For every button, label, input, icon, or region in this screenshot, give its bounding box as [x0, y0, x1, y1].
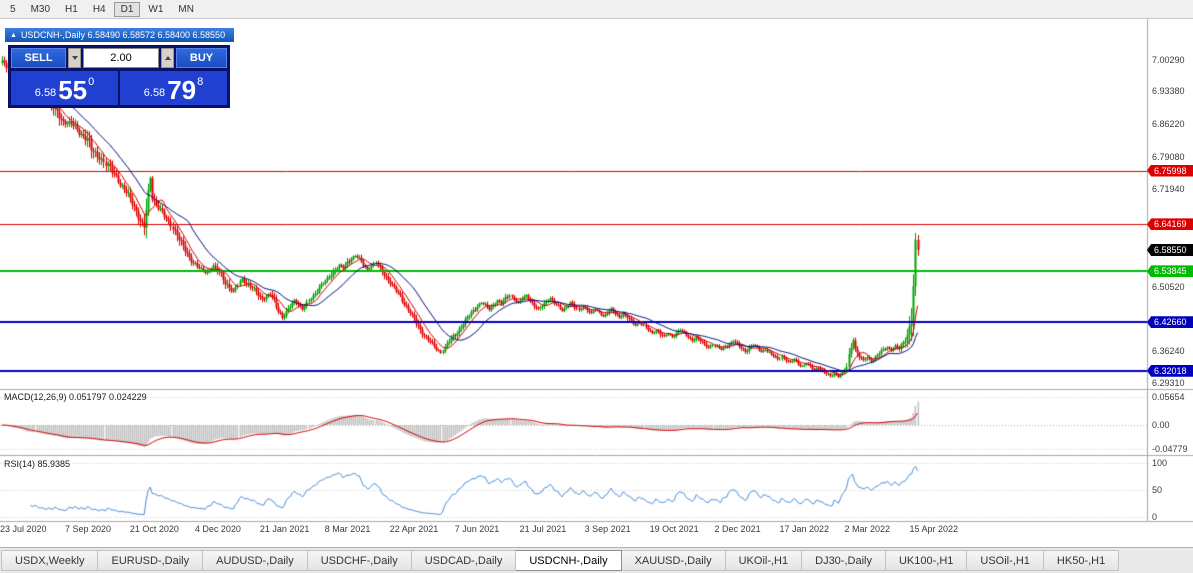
- timeframe-button[interactable]: 5: [3, 2, 23, 17]
- price-scale-label: 6.93380: [1152, 86, 1185, 97]
- buy-price-base: 6.58: [143, 87, 166, 99]
- chart-tab[interactable]: USOil-,H1: [967, 550, 1044, 571]
- price-scale-label: 7.00290: [1152, 54, 1185, 65]
- date-label: 23 Jul 2020: [0, 524, 47, 534]
- rsi-scale-label: 100: [1152, 458, 1168, 468]
- date-label: 3 Sep 2021: [584, 524, 631, 534]
- price-scale-label: 6.86220: [1152, 119, 1185, 130]
- chart-tab[interactable]: HK50-,H1: [1043, 550, 1120, 571]
- date-label: 21 Oct 2020: [129, 524, 179, 534]
- collapse-icon: ▲: [10, 31, 17, 39]
- chart-title-bar[interactable]: ▲ USDCNH-,Daily 6.58490 6.58572 6.58400 …: [5, 28, 234, 42]
- chart-tab[interactable]: EURUSD-,Daily: [98, 550, 204, 571]
- rsi-scale-label: 50: [1152, 484, 1163, 495]
- timeframe-button[interactable]: D1: [113, 1, 141, 17]
- price-marker-chip[interactable]: 6.53845: [1147, 265, 1193, 278]
- macd-indicator-label: MACD(12,26,9) 0.051797 0.024229: [4, 392, 147, 402]
- price-marker-chip[interactable]: 6.42660: [1147, 316, 1193, 329]
- macd-scale-label: 0.00: [1152, 420, 1170, 430]
- price-scale-label: 6.36240: [1152, 346, 1185, 357]
- chart-tab-bar: USDX,Weekly EURUSD-,Daily AUDUSD-,Daily USD…: [0, 547, 1193, 573]
- volume-increase-button[interactable]: [161, 48, 174, 68]
- sell-price-base: 6.58: [34, 87, 57, 99]
- timeframe-button[interactable]: H4: [86, 2, 113, 17]
- price-marker-chip[interactable]: 6.32018: [1147, 364, 1193, 377]
- price-scale-label: 6.79080: [1152, 151, 1185, 162]
- sell-price-point: 0: [88, 76, 95, 88]
- date-label: 22 Apr 2021: [389, 524, 439, 534]
- chart-tab[interactable]: DJ30-,Daily: [802, 550, 886, 571]
- buy-price-display[interactable]: 6.58 79 8: [120, 71, 227, 105]
- buy-price-pips: 79: [167, 75, 197, 105]
- macd-scale-label: -0.04779: [1152, 443, 1188, 454]
- rsi-scale-label: 0: [1152, 511, 1158, 522]
- price-scale-label: 6.71940: [1152, 184, 1185, 195]
- timeframe-toolbar: 5 M30 H1 H4 D1 W1 MN: [0, 0, 1193, 19]
- triangle-down-icon: [71, 56, 78, 60]
- timeframe-button[interactable]: H1: [58, 2, 85, 17]
- rsi-indicator-label: RSI(14) 85.9385: [4, 459, 71, 469]
- timeframe-button[interactable]: M30: [24, 2, 57, 17]
- chart-window: ▲ USDCNH-,Daily 6.58490 6.58572 6.58400 …: [0, 19, 1193, 547]
- date-label: 7 Sep 2020: [64, 524, 111, 534]
- timeframe-button[interactable]: W1: [141, 2, 170, 17]
- date-label: 21 Jul 2021: [519, 524, 567, 534]
- price-scale-label: 6.50520: [1152, 281, 1185, 292]
- date-label: 19 Oct 2021: [649, 524, 699, 534]
- date-label: 21 Jan 2021: [259, 524, 310, 534]
- date-label: 2 Mar 2022: [844, 524, 890, 534]
- date-label: 2 Dec 2021: [714, 524, 761, 534]
- sell-button[interactable]: SELL: [11, 48, 66, 68]
- timeframe-button[interactable]: MN: [171, 2, 201, 17]
- chart-title-text: USDCNH-,Daily 6.58490 6.58572 6.58400 6.…: [20, 30, 226, 40]
- date-label: 17 Jan 2022: [779, 524, 830, 534]
- volume-input[interactable]: [83, 48, 159, 68]
- date-label: 15 Apr 2022: [909, 524, 958, 534]
- chart-tab[interactable]: XAUUSD-,Daily: [621, 550, 726, 571]
- chart-tab[interactable]: UKOil-,H1: [725, 550, 803, 571]
- buy-price-point: 8: [197, 76, 204, 88]
- macd-scale-label: 0.05654: [1152, 392, 1185, 402]
- date-label: 4 Dec 2020: [194, 524, 241, 534]
- price-marker-chip[interactable]: 6.58550: [1147, 243, 1193, 256]
- price-scale-label: 6.29310: [1152, 378, 1185, 389]
- one-click-trading-panel: SELL BUY 6.58 55 0 6.58 79: [8, 45, 230, 108]
- price-marker-chip[interactable]: 6.75998: [1147, 164, 1193, 177]
- chart-tab[interactable]: USDX,Weekly: [1, 550, 99, 571]
- sell-price-display[interactable]: 6.58 55 0: [11, 71, 118, 105]
- buy-button[interactable]: BUY: [176, 48, 227, 68]
- triangle-up-icon: [164, 56, 171, 60]
- date-label: 7 Jun 2021: [454, 524, 500, 534]
- sell-price-pips: 55: [58, 75, 88, 105]
- price-marker-chip[interactable]: 6.64169: [1147, 218, 1193, 231]
- chart-tab[interactable]: USDCHF-,Daily: [307, 550, 412, 571]
- chart-tab[interactable]: AUDUSD-,Daily: [203, 550, 308, 571]
- chart-tab[interactable]: USDCNH-,Daily: [516, 550, 622, 571]
- price-display-row: 6.58 55 0 6.58 79 8: [11, 71, 227, 105]
- order-controls-row: SELL BUY: [11, 48, 227, 68]
- date-label: 8 Mar 2021: [324, 524, 371, 534]
- chart-tab[interactable]: USDCAD-,Daily: [411, 550, 517, 571]
- chart-tab[interactable]: UK100-,H1: [885, 550, 968, 571]
- volume-decrease-button[interactable]: [68, 48, 81, 68]
